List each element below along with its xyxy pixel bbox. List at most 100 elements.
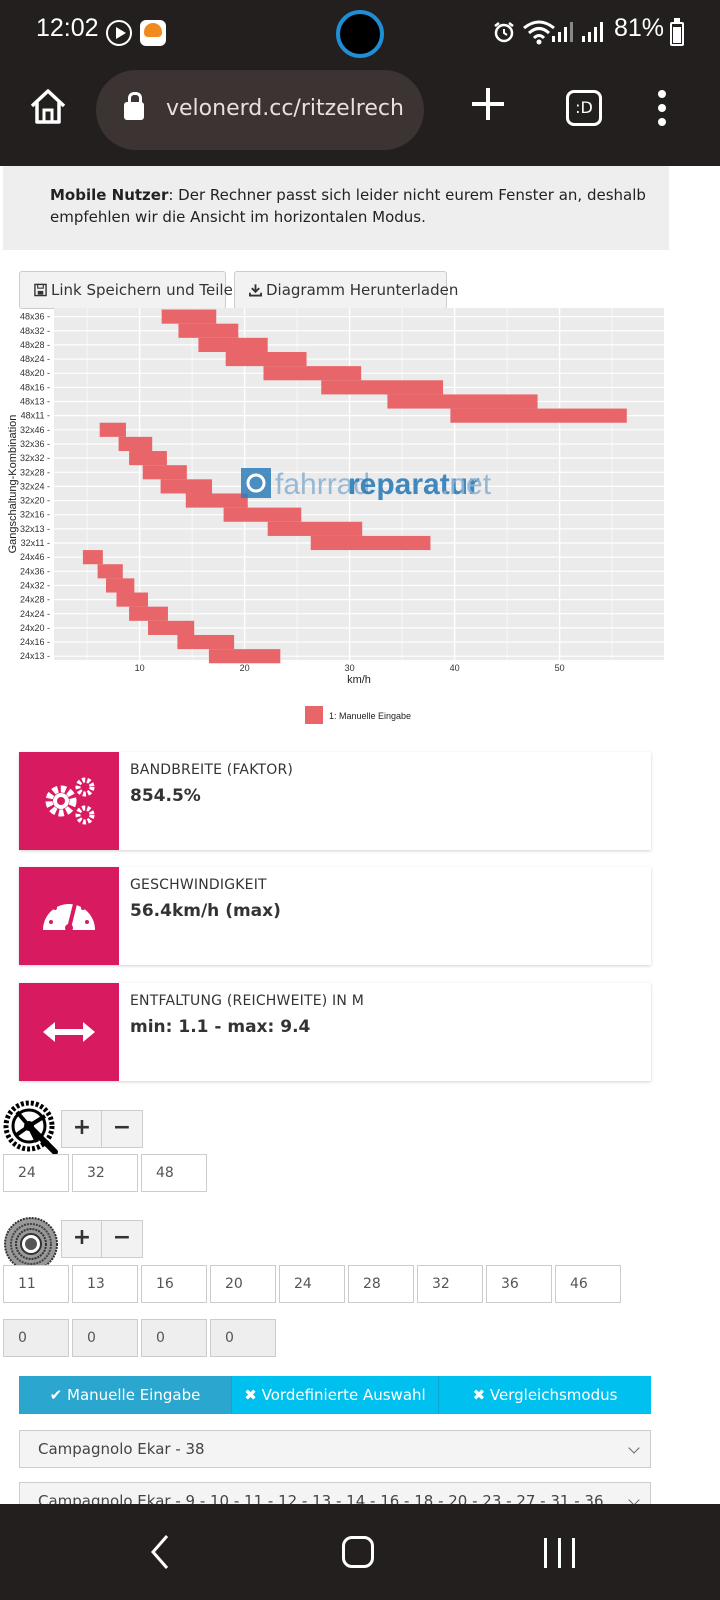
y-tick-label: 32x32 - bbox=[20, 453, 50, 463]
tab-label: Vordefinierte Auswahl bbox=[261, 1386, 426, 1404]
gear-chart: 48x36 - 48x32 - 48x28 - 48x24 - 48x20 - 48x16… bbox=[7, 308, 664, 724]
chainring-input[interactable]: 32 bbox=[72, 1154, 138, 1192]
battery-icon bbox=[670, 18, 684, 46]
cog-input[interactable]: 28 bbox=[348, 1265, 414, 1303]
bar-24x20 bbox=[148, 620, 195, 635]
save-share-button[interactable]: Link Speichern und Teilen bbox=[19, 271, 242, 309]
cog-input[interactable]: 32 bbox=[417, 1265, 483, 1303]
cog-input-empty[interactable]: 0 bbox=[141, 1319, 207, 1357]
y-tick-label: 24x32 - bbox=[20, 580, 50, 590]
stat-title: ENTFALTUNG (REICHWEITE) IN M bbox=[130, 993, 364, 1009]
x-tick-label: 30 bbox=[345, 663, 355, 673]
cog-input[interactable]: 16 bbox=[141, 1265, 207, 1303]
home-icon[interactable] bbox=[28, 86, 68, 126]
bar-24x28 bbox=[116, 592, 148, 607]
chainring-remove-button[interactable]: − bbox=[101, 1110, 143, 1148]
download-icon bbox=[249, 284, 262, 297]
x-tick-label: 10 bbox=[135, 663, 145, 673]
back-icon[interactable] bbox=[150, 1534, 170, 1570]
y-tick-label: 32x28 - bbox=[20, 467, 50, 477]
cog-add-button[interactable]: + bbox=[61, 1220, 103, 1258]
cog-remove-button[interactable]: − bbox=[101, 1220, 143, 1258]
download-label: Diagramm Herunterladen bbox=[266, 281, 459, 299]
legend-label: 1: Manuelle Eingabe bbox=[329, 711, 411, 721]
bar-32x11 bbox=[310, 535, 431, 551]
cog-input-empty[interactable]: 0 bbox=[72, 1319, 138, 1357]
y-tick-label: 24x16 - bbox=[20, 637, 50, 647]
chainring-add-button[interactable]: + bbox=[61, 1110, 103, 1148]
speedometer-icon bbox=[19, 867, 119, 965]
cog-input[interactable]: 36 bbox=[486, 1265, 552, 1303]
bar-24x16 bbox=[177, 634, 235, 650]
bar-32x46 bbox=[99, 422, 126, 437]
y-tick-label: 32x46 - bbox=[20, 425, 50, 435]
bar-32x13 bbox=[267, 521, 363, 536]
bar-48x36 bbox=[161, 309, 217, 324]
bar-32x16 bbox=[223, 507, 302, 522]
bars bbox=[82, 309, 627, 664]
mode-tabs: ✔ Manuelle Eingabe ✖ Vordefinierte Auswa… bbox=[19, 1376, 651, 1414]
cog-input[interactable]: 20 bbox=[210, 1265, 276, 1303]
y-tick-label: 32x24 - bbox=[20, 481, 50, 491]
status-bar: 12:02 81% bbox=[0, 0, 720, 66]
bar-24x36 bbox=[97, 564, 123, 579]
app-notification-icon bbox=[140, 20, 166, 46]
signal-icon bbox=[552, 22, 573, 42]
tab-predefined[interactable]: ✖ Vordefinierte Auswahl bbox=[231, 1376, 438, 1414]
y-axis-label: Gangschaltung-Kombination bbox=[7, 415, 19, 554]
y-tick-label: 32x20 - bbox=[20, 496, 50, 506]
battery-percent: 81% bbox=[614, 14, 665, 42]
y-tick-label: 48x24 - bbox=[20, 354, 50, 364]
chainring-input[interactable]: 48 bbox=[141, 1154, 207, 1192]
bar-48x13 bbox=[387, 394, 538, 409]
lock-icon bbox=[124, 92, 144, 120]
y-tick-label: 32x16 - bbox=[20, 510, 50, 520]
y-tick-label: 48x16 - bbox=[20, 382, 50, 392]
bar-32x20 bbox=[185, 493, 248, 508]
save-share-label: Link Speichern und Teilen bbox=[51, 281, 243, 299]
new-tab-icon[interactable] bbox=[470, 86, 506, 122]
browser-toolbar: velonerd.cc/ritzelrechner :D bbox=[0, 66, 720, 166]
cassette-select[interactable]: Campagnolo Ekar - 9 - 10 - 11 - 12 - 13 … bbox=[19, 1482, 651, 1504]
cog-input[interactable]: 46 bbox=[555, 1265, 621, 1303]
bar-24x46 bbox=[82, 550, 103, 565]
cog-input[interactable]: 13 bbox=[72, 1265, 138, 1303]
recent-apps-icon[interactable] bbox=[544, 1538, 576, 1568]
crankset-select[interactable]: Campagnolo Ekar - 38 bbox=[19, 1430, 651, 1468]
stat-card-bandwidth: BANDBREITE (FAKTOR) 854.5% bbox=[19, 752, 651, 850]
bar-48x32 bbox=[178, 323, 239, 338]
wifi-icon bbox=[523, 20, 555, 45]
stat-card-development: ENTFALTUNG (REICHWEITE) IN M min: 1.1 - … bbox=[19, 983, 651, 1081]
stat-value: 854.5% bbox=[130, 786, 201, 806]
status-time: 12:02 bbox=[36, 14, 99, 42]
bar-32x36 bbox=[118, 436, 153, 452]
stat-value: 56.4km/h (max) bbox=[130, 901, 281, 921]
url-bar[interactable]: velonerd.cc/ritzelrechner bbox=[96, 70, 424, 150]
x-axis-label: km/h bbox=[347, 674, 371, 686]
chainring-input[interactable]: 24 bbox=[3, 1154, 69, 1192]
y-tick-label: 48x13 - bbox=[20, 397, 50, 407]
tab-manual-input[interactable]: ✔ Manuelle Eingabe bbox=[19, 1376, 231, 1414]
x-icon: ✖ bbox=[472, 1386, 490, 1404]
cog-input-empty[interactable]: 0 bbox=[3, 1319, 69, 1357]
alarm-icon bbox=[494, 22, 514, 43]
tab-label: Manuelle Eingabe bbox=[67, 1386, 201, 1404]
x-tick-label: 40 bbox=[450, 663, 460, 673]
cog-input[interactable]: 24 bbox=[279, 1265, 345, 1303]
overflow-menu-icon[interactable] bbox=[658, 90, 668, 126]
y-tick-label: 32x13 - bbox=[20, 524, 50, 534]
cog-input[interactable]: 11 bbox=[3, 1265, 69, 1303]
cog-input-empty[interactable]: 0 bbox=[210, 1319, 276, 1357]
tab-switcher-button[interactable]: :D bbox=[566, 90, 602, 126]
crankset-icon bbox=[3, 1100, 58, 1155]
download-chart-button[interactable]: Diagramm Herunterladen bbox=[234, 271, 458, 309]
watermark: fahrrad reparatur .net bbox=[241, 468, 492, 501]
check-icon: ✔ bbox=[49, 1386, 67, 1404]
y-tick-label: 24x13 - bbox=[20, 651, 50, 661]
watermark-part1: fahrrad bbox=[275, 468, 370, 501]
x-tick-labels: 10 20 30 40 50 bbox=[135, 663, 565, 673]
home-button-icon[interactable] bbox=[342, 1536, 374, 1568]
bar-24x32 bbox=[106, 578, 135, 593]
tab-compare[interactable]: ✖ Vergleichsmodus bbox=[438, 1376, 651, 1414]
y-tick-label: 24x46 - bbox=[20, 552, 50, 562]
